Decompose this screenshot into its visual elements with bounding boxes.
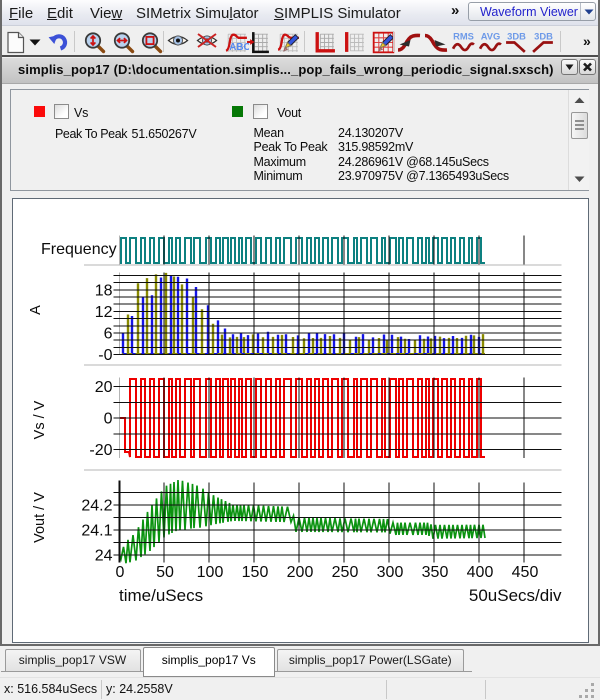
- svg-text:3DB: 3DB: [507, 31, 526, 41]
- svg-text:-20: -20: [89, 442, 112, 459]
- svg-text:AVG: AVG: [481, 31, 501, 41]
- svg-text:ABC: ABC: [229, 42, 249, 53]
- svg-text:A: A: [28, 305, 44, 315]
- svg-text:24.2: 24.2: [81, 497, 112, 514]
- svg-text:24: 24: [95, 547, 113, 564]
- svg-text:18: 18: [95, 282, 113, 299]
- svg-text:Frequency: Frequency: [41, 241, 117, 258]
- svg-text:3DB: 3DB: [534, 31, 553, 41]
- svg-text:Vs / V: Vs / V: [32, 400, 48, 439]
- svg-text:12: 12: [95, 304, 113, 321]
- svg-text:150: 150: [242, 564, 269, 581]
- svg-text:300: 300: [377, 564, 404, 581]
- svg-text:-0: -0: [98, 347, 112, 364]
- svg-text:0: 0: [116, 564, 125, 581]
- svg-text:time/uSecs: time/uSecs: [119, 586, 203, 605]
- svg-text:400: 400: [467, 564, 494, 581]
- svg-text:6: 6: [104, 326, 113, 343]
- svg-text:50: 50: [156, 564, 174, 581]
- svg-text:Vout / V: Vout / V: [32, 492, 48, 543]
- svg-text:20: 20: [95, 379, 113, 396]
- svg-text:24.1: 24.1: [81, 522, 112, 539]
- svg-text:100: 100: [197, 564, 224, 581]
- svg-text:0: 0: [104, 411, 113, 428]
- svg-text:250: 250: [332, 564, 359, 581]
- svg-text:200: 200: [287, 564, 314, 581]
- svg-text:350: 350: [422, 564, 449, 581]
- svg-text:50uSecs/div: 50uSecs/div: [469, 586, 562, 605]
- svg-text:RMS: RMS: [453, 31, 474, 41]
- svg-text:450: 450: [512, 564, 539, 581]
